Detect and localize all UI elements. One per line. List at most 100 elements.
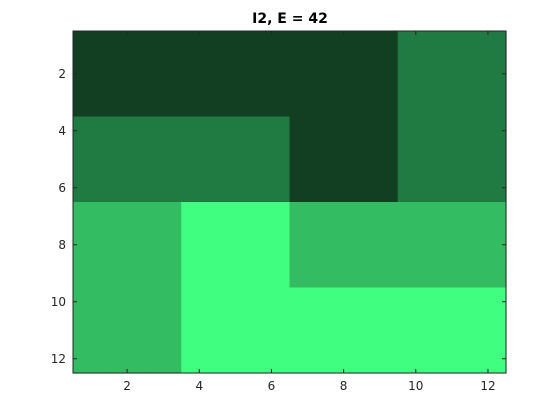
heatmap-cell	[361, 59, 399, 89]
heatmap-cell	[145, 173, 182, 203]
heatmap-cell	[73, 344, 110, 374]
heatmap-cell	[361, 173, 399, 203]
x-axis: 2 4 6 8 10 12	[123, 31, 496, 393]
heatmap-cell	[325, 173, 363, 203]
heatmap-cell	[397, 88, 435, 118]
heatmap-cell	[73, 202, 110, 232]
x-tick-label: 4	[195, 379, 203, 393]
heatmap-cell	[109, 344, 146, 374]
heatmap-cell	[325, 202, 363, 232]
heatmap-cell	[145, 316, 182, 346]
heatmap-cell	[361, 259, 399, 289]
heatmap-cell	[181, 31, 218, 61]
heatmap-cell	[145, 230, 182, 260]
heatmap-cell	[253, 287, 291, 317]
heatmap-cell	[433, 259, 471, 289]
heatmap-cell	[217, 344, 255, 374]
heatmap-cell	[73, 59, 110, 89]
heatmap-cell	[325, 88, 363, 118]
heatmap-cell	[217, 259, 255, 289]
heatmap-cell	[397, 173, 435, 203]
heatmap-cell	[361, 88, 399, 118]
heatmap-cell	[145, 287, 182, 317]
heatmap-cell	[469, 259, 507, 289]
heatmap-cell	[109, 287, 146, 317]
heatmap-cell	[109, 31, 146, 61]
x-tick-label: 10	[408, 379, 423, 393]
heatmap-cell	[109, 116, 146, 146]
x-tick-label: 6	[268, 379, 276, 393]
heatmap-cell	[397, 145, 435, 175]
heatmap-cell	[145, 259, 182, 289]
heatmap-cell	[433, 316, 471, 346]
heatmap-cell	[469, 59, 507, 89]
heatmap-cell	[325, 31, 363, 61]
heatmap-cell	[109, 230, 146, 260]
heatmap-cell	[289, 344, 327, 374]
heatmap-cell	[289, 202, 327, 232]
heatmap-cell	[325, 259, 363, 289]
heatmap-cell	[217, 88, 255, 118]
y-tick-label: 6	[58, 181, 66, 195]
heatmap-cell	[361, 145, 399, 175]
heatmap-cell	[433, 59, 471, 89]
heatmap-cell	[145, 88, 182, 118]
y-tick-label: 12	[51, 352, 66, 366]
heatmap-cell	[109, 259, 146, 289]
heatmap-cell	[253, 230, 291, 260]
heatmap-cell	[469, 287, 507, 317]
heatmap-cell	[325, 145, 363, 175]
heatmap-cell	[181, 316, 218, 346]
heatmap-cell	[469, 344, 507, 374]
heatmap-cell	[253, 202, 291, 232]
heatmap-cell	[145, 116, 182, 146]
heatmap-cell	[181, 287, 218, 317]
chart-title: I2, E = 42	[252, 11, 328, 27]
heatmap-cell	[289, 259, 327, 289]
heatmap-cell	[433, 88, 471, 118]
heatmap-cell	[469, 230, 507, 260]
heatmap-cell	[433, 145, 471, 175]
heatmap-cell	[253, 344, 291, 374]
heatmap-cell	[181, 173, 218, 203]
heatmap-cell	[325, 316, 363, 346]
heatmap-cell	[181, 59, 218, 89]
heatmap-cell	[253, 316, 291, 346]
heatmap-cell	[73, 259, 110, 289]
heatmap-cell	[217, 316, 255, 346]
heatmap-cell	[397, 316, 435, 346]
heatmap-cell	[433, 287, 471, 317]
heatmap-cell	[73, 145, 110, 175]
heatmap-cell	[361, 202, 399, 232]
heatmap-cell	[361, 230, 399, 260]
heatmap-cell	[361, 316, 399, 346]
heatmap-cell	[73, 88, 110, 118]
heatmap-cell	[469, 145, 507, 175]
y-tick-label: 8	[58, 238, 66, 252]
heatmap-cell	[181, 116, 218, 146]
heatmap-cell	[253, 31, 291, 61]
heatmap-cell	[289, 287, 327, 317]
heatmap-cell	[181, 202, 218, 232]
heatmap-cell	[289, 230, 327, 260]
heatmap-cell	[325, 116, 363, 146]
heatmap-cell	[433, 116, 471, 146]
heatmap-cell	[289, 59, 327, 89]
heatmap-cell	[217, 230, 255, 260]
heatmap-cell	[469, 88, 507, 118]
heatmap-cell	[73, 173, 110, 203]
heatmap-cell	[361, 287, 399, 317]
heatmap-cell	[361, 116, 399, 146]
heatmap-cell	[325, 287, 363, 317]
heatmap-cell	[181, 145, 218, 175]
heatmap-cell	[217, 145, 255, 175]
heatmap-cell	[397, 344, 435, 374]
heatmap-cell	[73, 116, 110, 146]
heatmap-cell	[217, 59, 255, 89]
heatmap-cell	[145, 59, 182, 89]
x-tick-label: 2	[123, 379, 131, 393]
heatmap-cell	[397, 59, 435, 89]
heatmap-cell	[361, 31, 399, 61]
heatmap-cell	[289, 173, 327, 203]
